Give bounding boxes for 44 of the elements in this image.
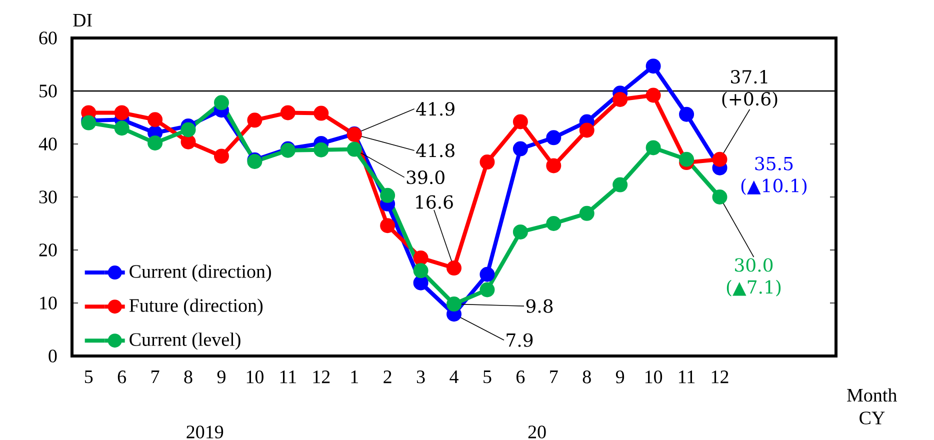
data-label: 9.8 (526, 299, 553, 313)
data-label: 7.9 (506, 333, 533, 347)
data-label: 41.8 (416, 144, 454, 158)
text: 2019 (186, 426, 224, 438)
x-tick-label: 11 (679, 370, 695, 384)
x-tick-label: 12 (712, 370, 728, 384)
text: 20 (528, 426, 546, 438)
x-tick-label: 7 (550, 370, 558, 383)
x-tick-label: 2 (384, 370, 392, 384)
text: CY (860, 412, 885, 424)
data-label: 37.1 (+0.6) (722, 70, 778, 108)
y-tick-label: 60 (39, 32, 57, 44)
y-tick-label: 0 (48, 350, 57, 362)
x-axis-title: Month (847, 388, 897, 402)
y-tick-label: 50 (40, 84, 57, 98)
x-tick-label: 8 (582, 370, 591, 384)
x-tick-label: 6 (118, 370, 126, 384)
y-tick-label: 10 (40, 296, 57, 310)
x-tick-label: 9 (616, 370, 624, 384)
y-tick-label: 40 (38, 138, 57, 150)
x-tick-label: 4 (450, 370, 458, 384)
x-tick-label: 10 (246, 370, 264, 384)
x-tick-label: 1 (351, 370, 358, 384)
x-tick-label: 6 (516, 370, 525, 384)
x-tick-label: 8 (184, 370, 192, 384)
data-label: 30.0 (▲7.1) (726, 258, 781, 296)
x-tick-label: 5 (84, 370, 93, 384)
x-tick-label: 5 (484, 370, 492, 384)
data-label: 35.5 (▲10.1) (741, 156, 806, 195)
data-label: 16.6 (416, 195, 453, 209)
x-tick-label: 10 (645, 370, 662, 384)
legend-label: Current (level) (130, 332, 240, 350)
x-tick-label: 7 (152, 370, 160, 383)
x-tick-label: 3 (416, 370, 425, 384)
y-tick-label: 20 (39, 244, 57, 256)
x-tick-label: 11 (280, 370, 296, 384)
data-label: 41.9 (416, 102, 454, 116)
data-label: 39.0 (406, 170, 444, 184)
y-tick-label: 30 (39, 190, 57, 204)
x-tick-label: 12 (313, 370, 330, 384)
legend-label: Future (direction) (129, 298, 263, 316)
y-axis-title: DI (73, 14, 92, 26)
legend-label: Current (direction) (130, 264, 271, 282)
x-tick-label: 9 (217, 370, 226, 384)
